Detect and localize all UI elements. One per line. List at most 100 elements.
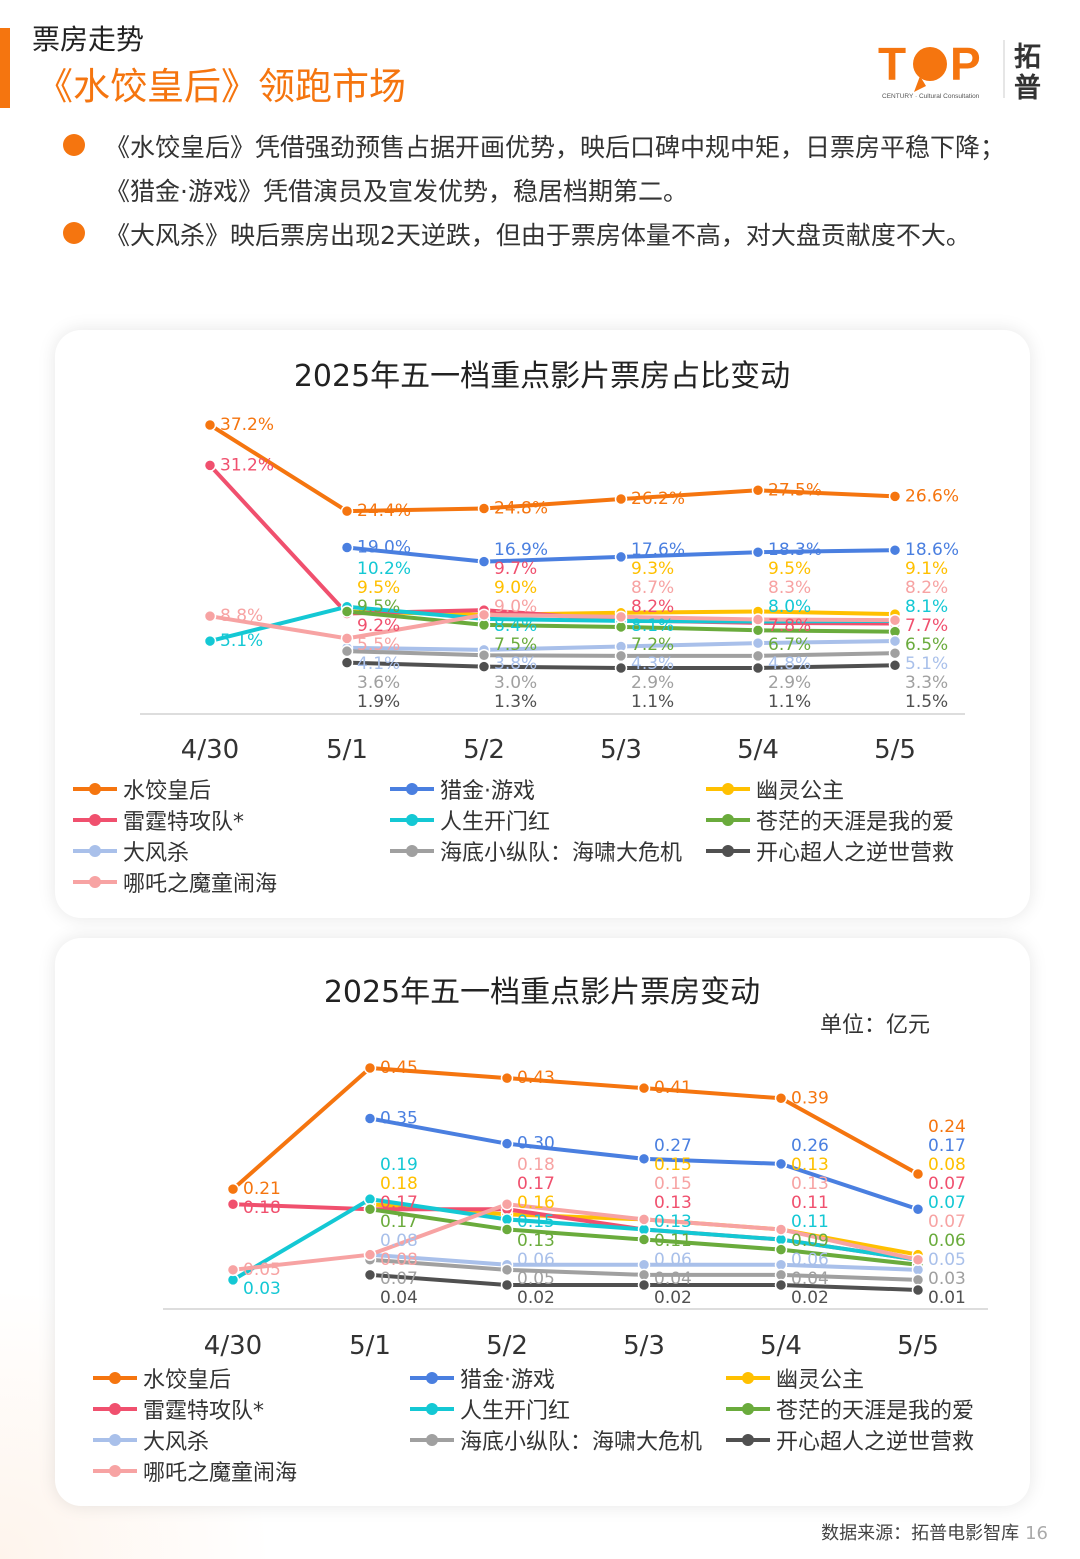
data-label: 0.41 [654,1078,692,1098]
data-label: 8.1% [905,597,948,617]
data-point [751,545,765,559]
data-point [226,1182,240,1196]
data-point [614,610,628,624]
legend-swatch-icon [726,1433,770,1447]
data-point [203,418,217,432]
data-label: 26.6% [905,486,959,506]
data-point [477,502,491,515]
data-label: 0.07 [380,1269,418,1289]
data-point [774,1157,788,1171]
data-label: 0.01 [928,1288,966,1308]
data-label: 0.19 [380,1155,418,1175]
data-point [637,1213,651,1226]
data-point [477,648,491,662]
data-label: 0.15 [654,1174,692,1194]
data-label: 1.5% [905,692,948,712]
data-label: 0.35 [380,1108,418,1128]
data-point [500,1197,514,1211]
data-label: 9.0% [494,597,537,617]
svg-text:拓: 拓 [1014,42,1041,73]
data-label: 0.18 [243,1198,281,1218]
legend-item: 雷霆特攻队* [73,804,390,835]
legend-label: 雷霆特攻队* [143,1398,265,1424]
data-point [363,1248,377,1261]
data-label: 0.17 [380,1193,418,1213]
x-tick-label: 5/1 [326,735,368,765]
data-label: 0.13 [654,1212,692,1232]
data-point [340,632,354,645]
x-tick-label: 5/4 [760,1331,802,1361]
data-label: 8.4% [494,616,537,636]
data-point [888,634,902,648]
chart-legend: 水饺皇后 猎金·游戏 幽灵公主 雷霆特攻队* 人生开门红 苍茫的天涯是我的爱 大风杀 海底小纵… [93,1362,1042,1486]
data-label: 19.0% [357,538,411,558]
data-label: 0.03 [928,1269,966,1289]
legend-item: 开心超人之逆世营救 [726,1424,1042,1455]
data-label: 8.7% [631,578,674,598]
data-label: 0.04 [654,1269,692,1289]
legend-label: 猎金·游戏 [440,778,535,804]
data-point [477,660,491,673]
data-point [203,459,217,472]
chart-card-boxoffice: 2025年五一档重点影片票房变动 单位：亿元 4/30 5/1 5/2 5/3 5/4 5/5… [55,938,1030,1506]
title-accent-bar [0,28,10,108]
legend-label: 雷霆特攻队* [123,809,245,835]
legend-item: 哪吒之魔童闹海 [93,1455,410,1486]
data-point [751,484,765,497]
data-point [751,661,765,675]
data-label: 9.1% [905,559,948,579]
data-label: 9.5% [357,578,400,598]
data-label: 7.2% [631,635,674,655]
page-subtitle: 《水饺皇后》领跑市场 [36,65,406,108]
data-label: 9.7% [494,559,537,579]
legend-swatch-icon [73,813,117,827]
data-point [751,613,765,626]
x-tick-label: 4/30 [181,735,239,765]
data-label: 8.2% [631,597,674,617]
data-label: 0.06 [928,1231,966,1251]
data-label: 9.3% [631,559,674,579]
data-point [363,1203,377,1216]
data-label: 9.5% [768,559,811,579]
data-label: 7.7% [905,616,948,636]
svg-text:P: P [950,38,981,90]
data-label: 6.7% [768,635,811,655]
data-label: 5.1% [220,631,263,651]
data-label: 0.11 [791,1193,829,1213]
data-point [340,656,354,669]
data-label: 0.05 [928,1250,966,1270]
legend-swatch-icon [390,813,434,827]
data-point [500,1263,514,1277]
data-label: 26.2% [631,489,685,509]
data-label: 3.0% [494,673,537,693]
legend-label: 大风杀 [123,840,190,866]
data-label: 0.05 [517,1269,555,1289]
data-point [637,1152,651,1166]
legend-swatch-icon [390,782,434,796]
footer: 数据来源：拓普电影智库 16 [821,1519,1048,1545]
unit-label: 单位：亿元 [820,1013,930,1038]
data-point [614,550,628,564]
data-label: 3.6% [357,673,400,693]
data-point [751,636,765,650]
data-label: 1.9% [357,692,400,712]
bullet-item: 《水饺皇后》凭借强劲预售占据开画优势，映后口碑中规中矩，日票房平稳下降；《猎金·… [60,126,1030,214]
legend-item: 大风杀 [73,835,390,866]
x-tick-label: 4/30 [204,1331,262,1361]
data-label: 27.5% [768,480,822,500]
x-tick-label: 5/5 [874,735,916,765]
data-label: 0.08 [380,1250,418,1270]
data-point [500,1278,514,1292]
data-label: 7.8% [768,616,811,636]
data-label: 0.15 [654,1155,692,1175]
data-label: 3.8% [494,654,537,674]
data-point [340,504,354,518]
data-label: 9.2% [357,616,400,636]
top-logo: T P CENTURY · Cultural Consultation 拓 普 [878,38,1041,102]
data-label: 4.1% [357,654,400,674]
legend-swatch-icon [410,1433,454,1447]
x-tick-label: 5/4 [737,735,779,765]
legend-item: 大风杀 [93,1424,410,1455]
data-label: 10.2% [357,559,411,579]
